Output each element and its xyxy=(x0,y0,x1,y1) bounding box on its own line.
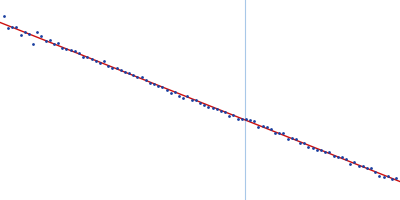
Point xyxy=(214,107,220,111)
Point xyxy=(280,131,287,134)
Point xyxy=(343,158,349,161)
Point xyxy=(360,165,366,168)
Point xyxy=(347,162,353,165)
Point xyxy=(284,137,291,141)
Point xyxy=(151,83,157,86)
Point xyxy=(80,56,86,59)
Point xyxy=(38,34,45,38)
Point xyxy=(376,174,382,178)
Point xyxy=(134,75,141,78)
Point xyxy=(118,69,124,72)
Point xyxy=(251,120,258,123)
Point xyxy=(168,91,174,95)
Point xyxy=(326,151,332,154)
Point xyxy=(205,105,212,109)
Point xyxy=(63,48,70,51)
Point xyxy=(172,90,178,94)
Point xyxy=(318,148,324,151)
Point xyxy=(351,161,358,164)
Point xyxy=(155,85,162,88)
Point xyxy=(184,95,191,98)
Point xyxy=(209,106,216,109)
Point xyxy=(164,89,170,92)
Point xyxy=(305,145,312,148)
Point xyxy=(147,81,153,85)
Point xyxy=(88,57,95,60)
Point xyxy=(368,167,374,170)
Point xyxy=(339,155,345,159)
Point xyxy=(272,132,278,135)
Point xyxy=(59,46,66,49)
Point xyxy=(197,101,203,104)
Point xyxy=(55,42,61,45)
Point xyxy=(380,175,387,179)
Point xyxy=(372,170,378,173)
Point xyxy=(13,25,20,29)
Point xyxy=(97,61,103,65)
Point xyxy=(247,119,253,122)
Point xyxy=(68,49,74,52)
Point xyxy=(138,76,145,79)
Point xyxy=(234,118,241,121)
Point xyxy=(230,114,236,117)
Point xyxy=(109,67,116,70)
Point xyxy=(92,60,99,63)
Point xyxy=(238,117,245,120)
Point xyxy=(176,94,182,97)
Point xyxy=(18,33,24,36)
Point xyxy=(76,51,82,55)
Point xyxy=(268,127,274,130)
Point xyxy=(222,111,228,114)
Point xyxy=(159,85,166,88)
Point xyxy=(72,49,78,52)
Point xyxy=(255,126,262,129)
Point xyxy=(9,26,16,29)
Point xyxy=(122,71,128,74)
Point xyxy=(243,118,249,121)
Point xyxy=(47,39,53,42)
Point xyxy=(301,141,308,144)
Point xyxy=(293,137,299,140)
Point xyxy=(264,125,270,128)
Point xyxy=(355,164,362,167)
Point xyxy=(34,31,40,34)
Point xyxy=(142,78,149,82)
Point xyxy=(288,136,295,139)
Point xyxy=(105,64,112,68)
Point xyxy=(201,104,207,107)
Point xyxy=(1,14,7,17)
Point xyxy=(180,96,186,100)
Point xyxy=(26,32,32,36)
Point xyxy=(5,26,11,30)
Point xyxy=(310,146,316,150)
Point xyxy=(218,110,224,113)
Point xyxy=(101,60,107,63)
Point xyxy=(393,177,399,180)
Point xyxy=(130,73,136,76)
Point xyxy=(126,71,132,74)
Point xyxy=(334,155,341,159)
Point xyxy=(330,155,337,158)
Point xyxy=(297,141,303,144)
Point xyxy=(314,148,320,151)
Point xyxy=(276,131,282,135)
Point xyxy=(30,43,36,46)
Point xyxy=(113,66,120,70)
Point xyxy=(384,174,391,177)
Point xyxy=(188,98,195,101)
Point xyxy=(42,40,49,43)
Point xyxy=(22,31,28,34)
Point xyxy=(389,177,395,180)
Point xyxy=(193,98,199,101)
Point xyxy=(51,42,57,45)
Point xyxy=(322,150,328,154)
Point xyxy=(226,114,232,117)
Point xyxy=(84,55,90,59)
Point xyxy=(259,124,266,127)
Point xyxy=(364,166,370,170)
